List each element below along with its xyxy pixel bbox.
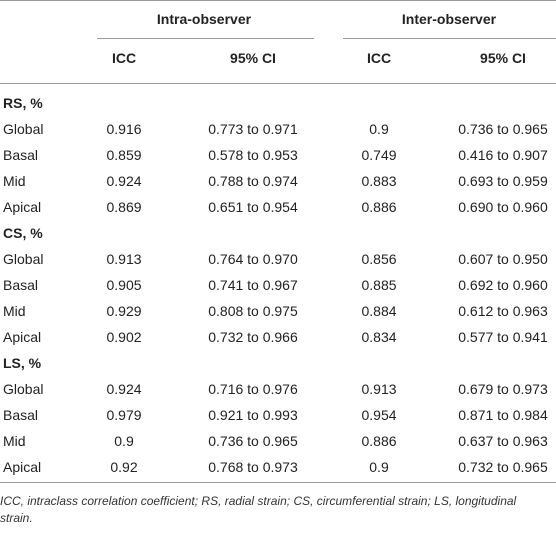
inter-ci-cell: 0.692 to 0.960	[458, 277, 548, 293]
group-header-inter: Inter-observer	[401, 11, 497, 27]
column-header-inter-icc: ICC	[366, 50, 392, 66]
inter-icc-cell: 0.913	[361, 381, 397, 397]
intra-group-rule	[97, 38, 314, 39]
row-label: Mid	[3, 433, 26, 449]
row-label: Basal	[3, 147, 39, 163]
intra-icc-cell: 0.9	[114, 433, 134, 449]
row-label: Apical	[3, 329, 42, 345]
intra-icc-cell: 0.924	[106, 173, 142, 189]
inter-icc-cell: 0.884	[361, 303, 397, 319]
row-label: Apical	[3, 199, 42, 215]
inter-icc-cell: 0.834	[361, 329, 397, 345]
inter-icc-cell: 0.885	[361, 277, 397, 293]
inter-ci-cell: 0.637 to 0.963	[458, 433, 548, 449]
intra-ci-cell: 0.768 to 0.973	[208, 459, 298, 475]
inter-ci-cell: 0.690 to 0.960	[458, 199, 548, 215]
row-label: Basal	[3, 277, 39, 293]
table-footnote: ICC, intraclass correlation coefficient;…	[0, 494, 517, 525]
row-label: Mid	[3, 303, 26, 319]
intra-icc-cell: 0.924	[106, 381, 142, 397]
intra-icc-cell: 0.902	[106, 329, 142, 345]
intra-ci-cell: 0.578 to 0.953	[208, 147, 298, 163]
inter-ci-cell: 0.612 to 0.963	[458, 303, 548, 319]
intra-ci-cell: 0.732 to 0.966	[208, 329, 298, 345]
intra-ci-cell: 0.764 to 0.970	[208, 251, 298, 267]
inter-ci-cell: 0.732 to 0.965	[458, 459, 548, 475]
inter-icc-cell: 0.886	[361, 433, 397, 449]
intra-icc-cell: 0.916	[106, 121, 142, 137]
intra-icc-cell: 0.979	[106, 407, 142, 423]
inter-icc-cell: 0.954	[361, 407, 397, 423]
inter-ci-cell: 0.577 to 0.941	[458, 329, 548, 345]
header-bottom-rule	[0, 83, 556, 84]
intra-ci-cell: 0.651 to 0.954	[208, 199, 298, 215]
intra-ci-cell: 0.736 to 0.965	[208, 433, 298, 449]
inter-ci-cell: 0.693 to 0.959	[458, 173, 548, 189]
inter-ci-cell: 0.416 to 0.907	[458, 147, 548, 163]
section-title-rs: RS, %	[3, 95, 43, 111]
intra-icc-cell: 0.859	[106, 147, 142, 163]
inter-group-rule	[343, 38, 556, 39]
inter-icc-cell: 0.883	[361, 173, 397, 189]
intra-icc-cell: 0.869	[106, 199, 142, 215]
inter-ci-cell: 0.736 to 0.965	[458, 121, 548, 137]
section-title-ls: LS, %	[3, 355, 42, 371]
inter-ci-cell: 0.607 to 0.950	[458, 251, 548, 267]
intra-ci-cell: 0.741 to 0.967	[208, 277, 298, 293]
intra-ci-cell: 0.773 to 0.971	[208, 121, 298, 137]
intra-ci-cell: 0.716 to 0.976	[208, 381, 298, 397]
intra-icc-cell: 0.905	[106, 277, 142, 293]
intra-icc-cell: 0.92	[110, 459, 138, 475]
column-header-intra-ci: 95% CI	[230, 50, 276, 66]
inter-ci-cell: 0.679 to 0.973	[458, 381, 548, 397]
row-label: Global	[3, 251, 44, 267]
row-label: Global	[3, 381, 44, 397]
intra-ci-cell: 0.921 to 0.993	[208, 407, 298, 423]
group-header-intra: Intra-observer	[156, 11, 252, 27]
intra-ci-cell: 0.808 to 0.975	[208, 303, 298, 319]
top-rule	[0, 0, 556, 1]
row-label: Apical	[3, 459, 42, 475]
column-header-inter-ci: 95% CI	[480, 50, 526, 66]
row-label: Basal	[3, 407, 39, 423]
column-header-intra-icc: ICC	[111, 50, 137, 66]
row-label: Global	[3, 121, 44, 137]
section-title-cs: CS, %	[3, 225, 43, 241]
inter-icc-cell: 0.9	[369, 121, 389, 137]
row-label: Mid	[3, 173, 26, 189]
inter-icc-cell: 0.856	[361, 251, 397, 267]
inter-icc-cell: 0.9	[369, 459, 389, 475]
intra-icc-cell: 0.929	[106, 303, 142, 319]
table-bottom-rule	[0, 482, 556, 483]
intra-ci-cell: 0.788 to 0.974	[208, 173, 298, 189]
inter-ci-cell: 0.871 to 0.984	[458, 407, 548, 423]
inter-icc-cell: 0.886	[361, 199, 397, 215]
intra-icc-cell: 0.913	[106, 251, 142, 267]
inter-icc-cell: 0.749	[361, 147, 397, 163]
